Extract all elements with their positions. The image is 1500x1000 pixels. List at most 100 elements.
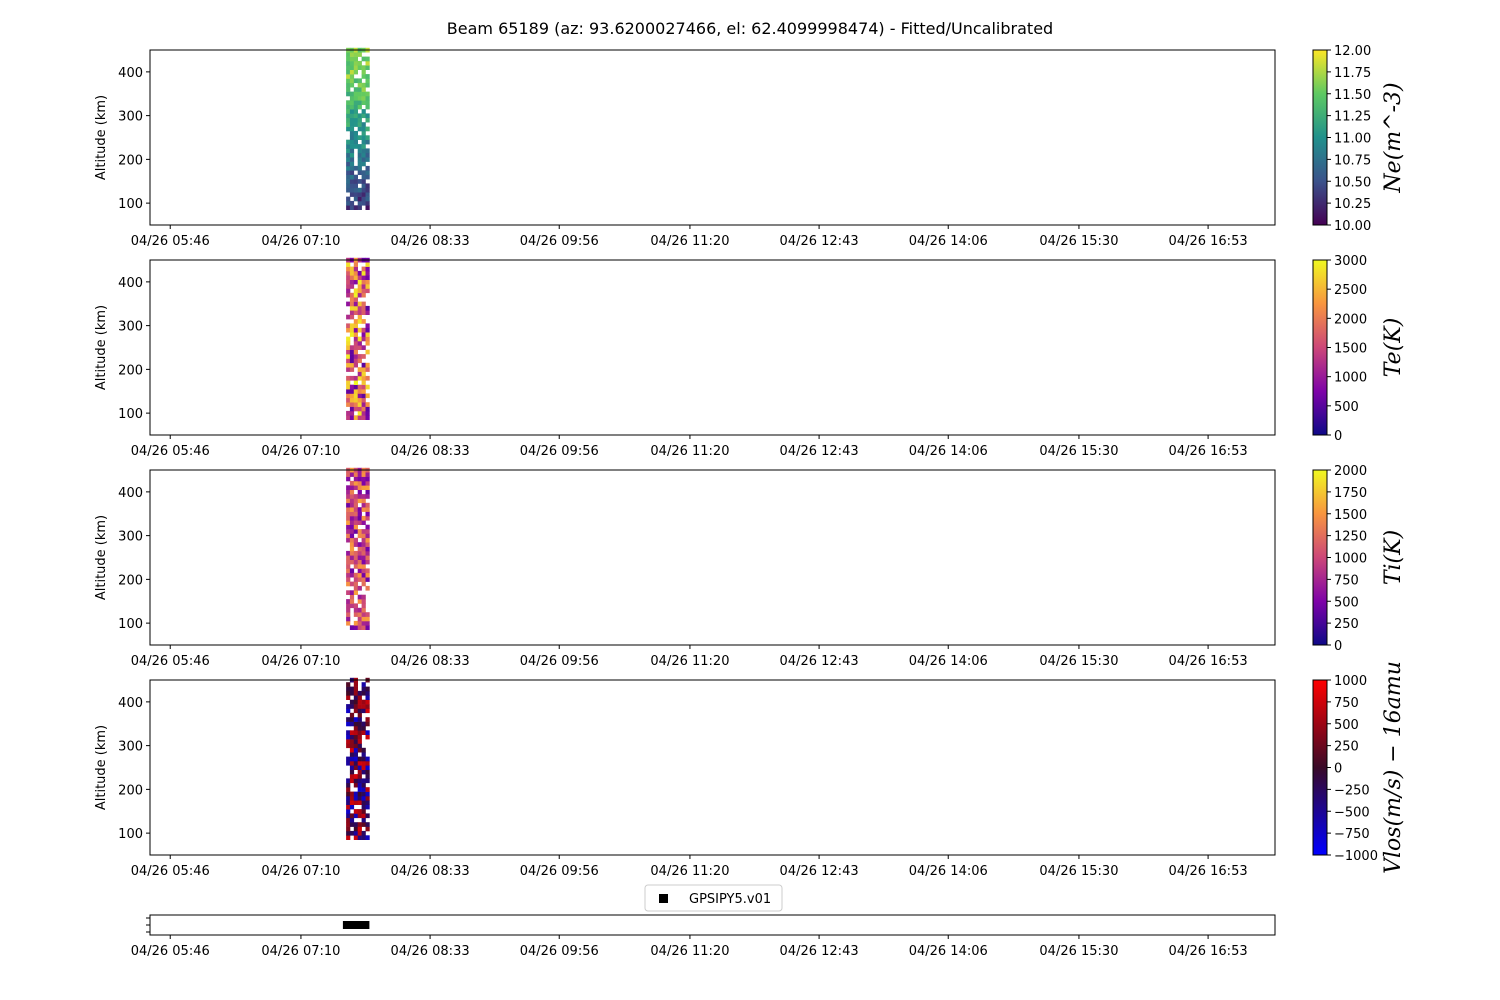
heatmap-cell xyxy=(357,550,362,556)
x-tick-label: 04/26 16:53 xyxy=(1169,234,1248,249)
heatmap-cell xyxy=(361,752,366,757)
heatmap-cell xyxy=(357,489,362,495)
heatmap-cell xyxy=(346,577,351,582)
heatmap-cell xyxy=(346,835,351,840)
heatmap-cell xyxy=(346,279,351,285)
heatmap-cell xyxy=(349,529,355,534)
heatmap-cell xyxy=(353,699,358,705)
x-tick-label: 04/26 07:10 xyxy=(261,944,340,959)
heatmap-cell xyxy=(353,498,358,504)
heatmap-cell xyxy=(361,406,366,412)
heatmap-cell xyxy=(365,104,370,110)
heatmap-cell xyxy=(365,476,370,482)
heatmap-cell xyxy=(349,266,355,272)
heatmap-cell xyxy=(357,52,362,57)
heatmap-cell xyxy=(353,690,358,696)
heatmap-cell xyxy=(353,564,358,569)
heatmap-cell xyxy=(365,480,370,486)
heatmap-cell xyxy=(349,485,355,490)
heatmap-cell xyxy=(353,555,358,560)
heatmap-cell xyxy=(357,95,362,101)
heatmap-cell xyxy=(353,835,358,840)
colorbar-label: Te(K) xyxy=(1381,318,1406,378)
heatmap-cell xyxy=(361,354,366,359)
heatmap-cell xyxy=(349,179,355,184)
heatmap-cell xyxy=(349,690,355,696)
heatmap-cell xyxy=(361,568,366,574)
heatmap-cell xyxy=(346,485,351,490)
heatmap-cell xyxy=(357,743,362,749)
heatmap-cell xyxy=(357,340,362,346)
heatmap-cell xyxy=(361,148,366,154)
heatmap-cell xyxy=(365,515,370,521)
heatmap-cell xyxy=(349,200,355,206)
heatmap-cell xyxy=(361,270,366,276)
heatmap-cell xyxy=(357,476,362,482)
colorbar-tick-label: 11.25 xyxy=(1334,110,1371,125)
heatmap-cell xyxy=(353,389,358,394)
heatmap-cell xyxy=(349,148,355,154)
heatmap-cell xyxy=(361,765,366,770)
x-tick-label: 04/26 08:33 xyxy=(391,864,470,879)
heatmap-cell xyxy=(346,511,351,517)
heatmap-cell xyxy=(346,721,351,727)
heatmap-cell xyxy=(349,791,355,797)
heatmap-cell xyxy=(365,550,370,556)
heatmap-cell xyxy=(361,100,366,105)
x-tick-label: 04/26 16:53 xyxy=(1169,654,1248,669)
heatmap-cell xyxy=(357,612,362,617)
heatmap-cell xyxy=(365,192,370,197)
heatmap-cell xyxy=(361,130,366,136)
heatmap-cell xyxy=(361,82,366,88)
y-tick-label: 100 xyxy=(118,827,143,842)
heatmap-cell xyxy=(346,559,351,565)
heatmap-cell xyxy=(346,787,351,792)
heatmap-cell xyxy=(346,817,351,823)
legend-box xyxy=(644,884,783,912)
heatmap-cell xyxy=(361,787,366,792)
heatmap-cell xyxy=(365,625,370,630)
heatmap-cell xyxy=(365,327,370,333)
heatmap-cell xyxy=(361,791,366,797)
x-tick-label: 04/26 11:20 xyxy=(650,864,729,879)
heatmap-cell xyxy=(346,581,351,587)
heatmap-cell xyxy=(353,822,358,827)
heatmap-cell xyxy=(357,704,362,709)
heatmap-cell xyxy=(365,336,370,342)
heatmap-cell xyxy=(357,144,362,149)
heatmap-cell xyxy=(353,800,358,805)
heatmap-cell xyxy=(349,170,355,175)
heatmap-cell xyxy=(365,765,370,770)
heatmap-cell xyxy=(357,305,362,311)
heatmap-cell xyxy=(346,275,351,280)
heatmap-cell xyxy=(365,734,370,740)
heatmap-cell xyxy=(365,612,370,617)
heatmap-cell xyxy=(361,126,366,132)
heatmap-cell xyxy=(349,183,355,189)
heatmap-cell xyxy=(353,590,358,595)
heatmap-cell xyxy=(361,144,366,149)
heatmap-cell xyxy=(365,577,370,582)
heatmap-cell xyxy=(361,152,366,158)
heatmap-cell xyxy=(357,126,362,132)
heatmap-cell xyxy=(365,555,370,560)
heatmap-cell xyxy=(349,139,355,145)
availability-strip: 04/26 05:46 04/26 07:10 04/26 08:33 04/26 0… xyxy=(131,914,1276,959)
heatmap-cell xyxy=(353,782,358,788)
heatmap-cell xyxy=(349,91,355,97)
heatmap-cell xyxy=(353,60,358,66)
heatmap-cell xyxy=(349,822,355,827)
heatmap-cell xyxy=(353,139,358,145)
heatmap-cell xyxy=(346,502,351,508)
y-tick-label: 200 xyxy=(118,783,143,798)
heatmap-cell xyxy=(357,310,362,315)
heatmap-cell xyxy=(365,266,370,272)
heatmap-cell xyxy=(349,301,355,307)
x-tick-label: 04/26 09:56 xyxy=(520,864,599,879)
heatmap-cell xyxy=(349,489,355,495)
heatmap-cell xyxy=(357,113,362,119)
heatmap-cell xyxy=(357,555,362,560)
heatmap-cell xyxy=(365,568,370,574)
heatmap-cell xyxy=(353,187,358,193)
x-tick-label: 04/26 16:53 xyxy=(1169,944,1248,959)
